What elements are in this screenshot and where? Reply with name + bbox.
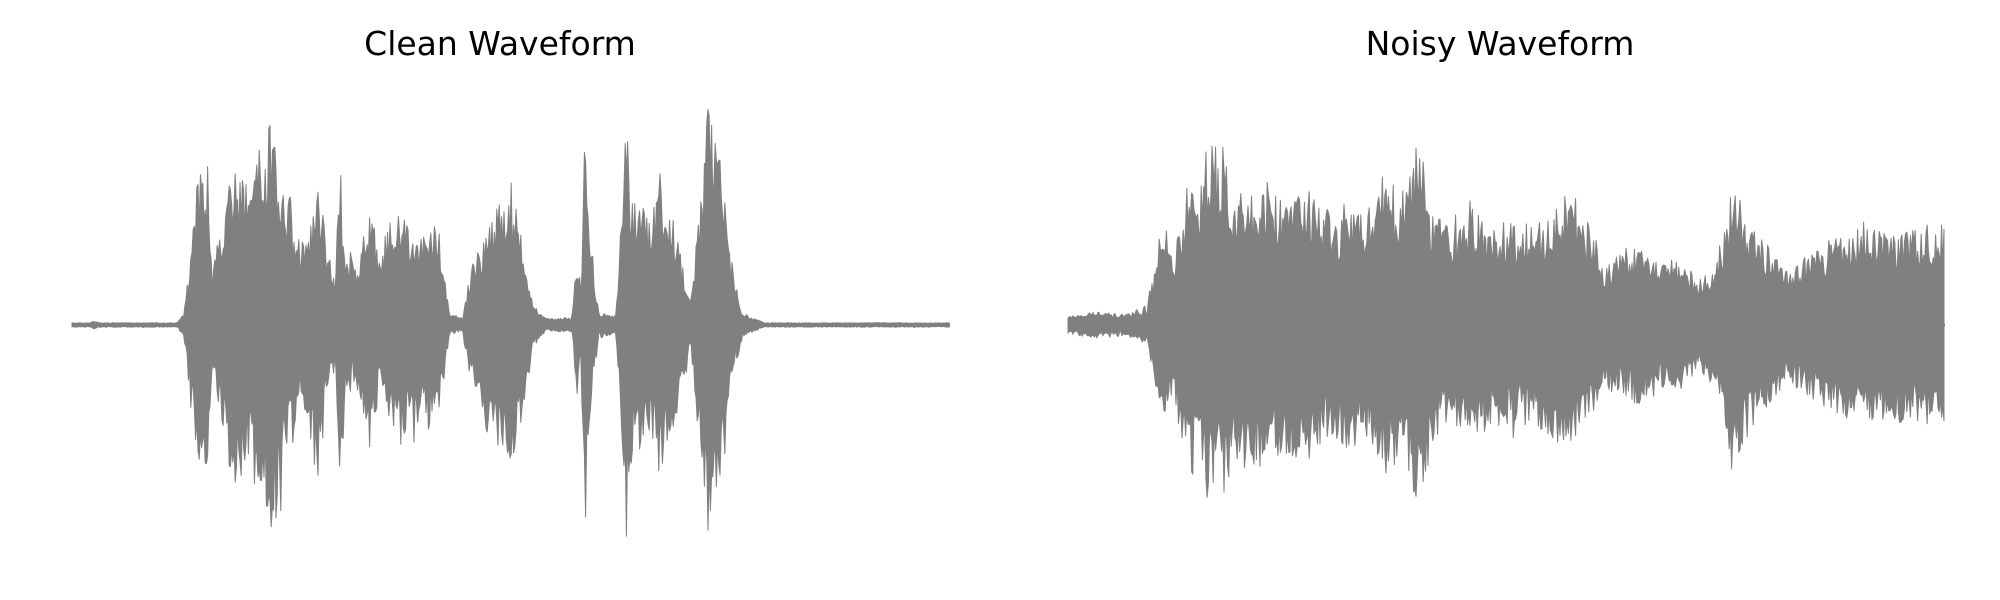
noisy-waveform-panel: Noisy Waveform <box>1000 0 2000 600</box>
noisy-waveform-title: Noisy Waveform <box>1365 24 1635 63</box>
clean-waveform-title: Clean Waveform <box>364 24 636 63</box>
clean-waveform-panel: Clean Waveform <box>71 24 950 537</box>
clean-waveform-line <box>71 109 950 537</box>
noisy-waveform-plot <box>1067 145 1945 498</box>
noisy-waveform-line <box>1067 145 1945 498</box>
clean-waveform-plot <box>71 109 950 537</box>
